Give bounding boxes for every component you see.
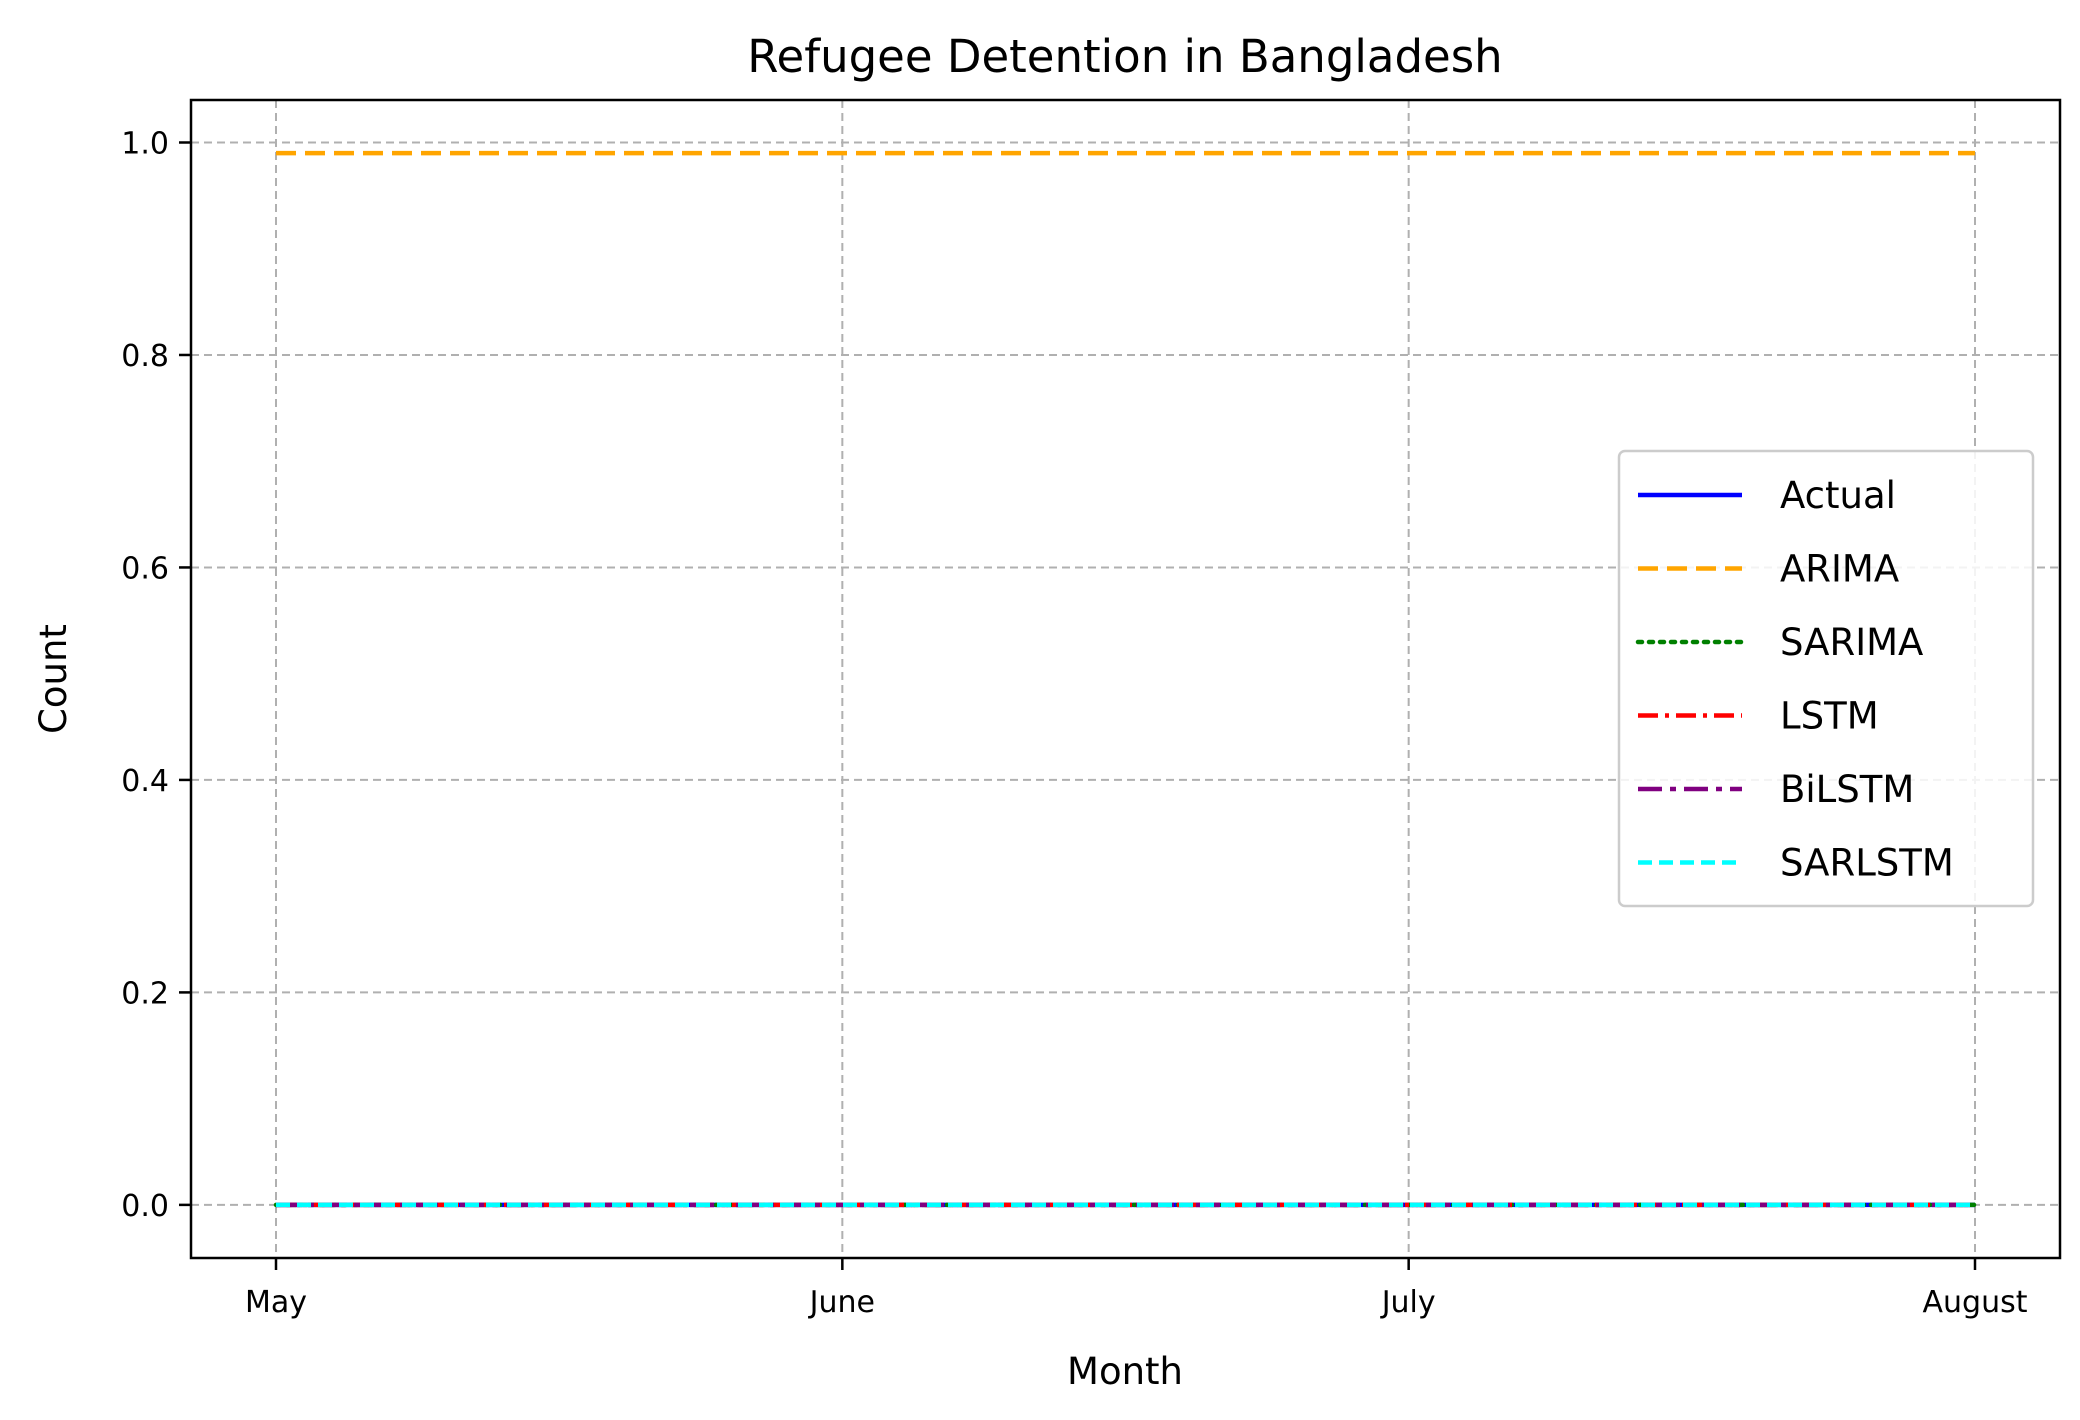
y-axis-label: Count xyxy=(32,624,75,734)
legend-label-sarima: SARIMA xyxy=(1780,621,1923,664)
tick-layer: May June July August 0.0 0.2 0.4 0.6 0.8 1.0 xyxy=(121,126,2027,1320)
legend-items: Actual ARIMA SARIMA LSTM BiLSTM SARLSTM xyxy=(1635,474,1954,885)
legend: Actual ARIMA SARIMA LSTM BiLSTM SARLSTM xyxy=(1617,449,2035,908)
x-tick-label: July xyxy=(1380,1285,1436,1320)
series-layer xyxy=(273,150,1978,1208)
y-tick-label: 0.2 xyxy=(121,976,169,1011)
legend-box xyxy=(1617,449,2035,908)
y-tick-label: 0.4 xyxy=(121,764,169,799)
chart-title: Refugee Detention in Bangladesh xyxy=(747,30,1502,83)
x-tick-label: May xyxy=(245,1285,307,1320)
y-tick-label: 0.8 xyxy=(121,339,169,374)
x-axis-label: Month xyxy=(1067,1350,1183,1393)
legend-label-lstm: LSTM xyxy=(1780,695,1879,738)
x-tick-label: August xyxy=(1923,1285,2028,1320)
y-tick-label: 1.0 xyxy=(121,126,169,161)
legend-label-arima: ARIMA xyxy=(1780,548,1899,591)
legend-label-bilstm: BiLSTM xyxy=(1780,768,1914,811)
y-tick-label: 0.6 xyxy=(121,551,169,586)
legend-label-sarlstm: SARLSTM xyxy=(1780,842,1954,885)
y-tick-label: 0.0 xyxy=(121,1189,169,1224)
legend-label-actual: Actual xyxy=(1780,474,1896,517)
x-tick-label: June xyxy=(808,1285,875,1320)
plot-frame xyxy=(189,98,2062,1260)
